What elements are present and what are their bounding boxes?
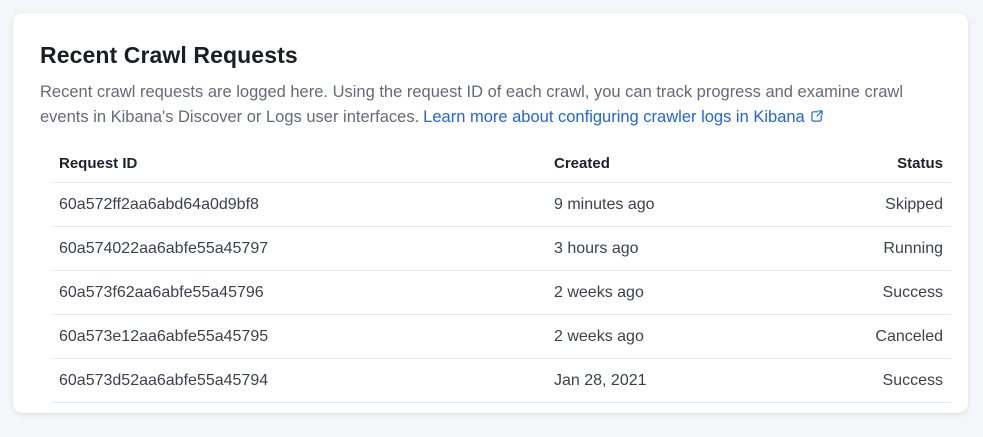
created-cell: Jan 28, 2021: [546, 358, 798, 403]
table-row: 60a572ff2aa6abd64a0d9bf8 9 minutes ago S…: [51, 182, 951, 227]
column-header-status: Status: [798, 146, 951, 183]
panel-description: Recent crawl requests are logged here. U…: [40, 80, 930, 131]
status-cell: Success: [798, 358, 951, 403]
status-cell: Skipped: [798, 182, 951, 227]
description-text: Recent crawl requests are logged here. U…: [40, 83, 904, 126]
table-row: 60a573d52aa6abfe55a45794 Jan 28, 2021 Su…: [51, 358, 951, 403]
created-cell: 9 minutes ago: [546, 182, 798, 227]
request-id-cell: 60a573d52aa6abfe55a45794: [51, 358, 546, 403]
external-link-icon[interactable]: [810, 106, 824, 131]
learn-more-link[interactable]: Learn more about configuring crawler log…: [423, 108, 805, 126]
table-header: Request ID Created Status: [51, 146, 951, 183]
status-cell: Success: [798, 270, 951, 315]
request-id-cell: 60a574022aa6abfe55a45797: [51, 226, 546, 271]
created-cell: 3 hours ago: [546, 226, 798, 271]
page-title: Recent Crawl Requests: [40, 42, 298, 68]
column-header-created: Created: [546, 146, 798, 183]
recent-crawl-requests-panel: Recent Crawl Requests Recent crawl reque…: [13, 13, 968, 413]
created-cell: 2 weeks ago: [546, 314, 798, 359]
request-id-cell: 60a573f62aa6abfe55a45796: [51, 270, 546, 315]
request-id-cell: 60a573e12aa6abfe55a45795: [51, 314, 546, 359]
table-row: 60a573f62aa6abfe55a45796 2 weeks ago Suc…: [51, 270, 951, 315]
crawl-requests-table: Request ID Created Status 60a572ff2aa6ab…: [51, 146, 951, 403]
status-cell: Canceled: [798, 314, 951, 359]
status-cell: Running: [798, 226, 951, 271]
table-row: 60a573e12aa6abfe55a45795 2 weeks ago Can…: [51, 314, 951, 359]
table-row: 60a574022aa6abfe55a45797 3 hours ago Run…: [51, 226, 951, 271]
request-id-cell: 60a572ff2aa6abd64a0d9bf8: [51, 182, 546, 227]
created-cell: 2 weeks ago: [546, 270, 798, 315]
column-header-request-id: Request ID: [51, 146, 546, 183]
